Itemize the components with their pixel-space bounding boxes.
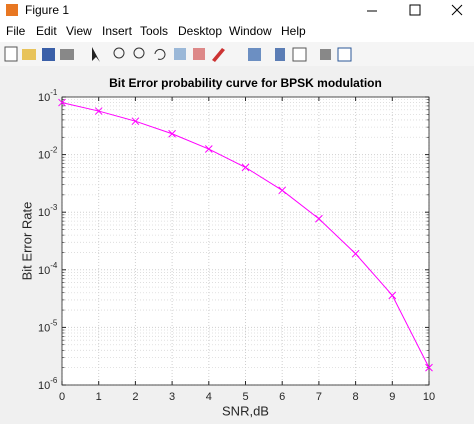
y-tick-base: 10 <box>38 265 50 277</box>
brush-icon[interactable] <box>212 48 225 62</box>
x-axis-label: SNR,dB <box>222 403 269 418</box>
x-tick-label: 10 <box>423 391 435 403</box>
pan-icon[interactable] <box>154 48 166 60</box>
x-tick-label: 8 <box>353 391 359 403</box>
menu-item[interactable]: Window <box>229 24 272 38</box>
plot: 0 1 2 3 4 5 6 7 8 9 1010-610-510-410-310-210-1Bit … <box>19 76 435 418</box>
menu-item[interactable]: View <box>66 24 92 38</box>
link-icon[interactable] <box>248 48 261 61</box>
x-tick-label: 5 <box>242 391 248 403</box>
maximize-button[interactable] <box>409 4 421 16</box>
y-tick-exponent: -3 <box>50 203 58 212</box>
data-point <box>94 107 103 115</box>
y-tick-label: 10-2 <box>38 146 58 162</box>
chart-title: Bit Error probability curve for BPSK mod… <box>109 76 382 90</box>
x-tick-label: 9 <box>389 391 395 403</box>
x-tick-label: 6 <box>279 391 285 403</box>
x-tick-label: 1 <box>96 391 102 403</box>
data-point <box>58 98 66 107</box>
legend-icon[interactable] <box>292 47 307 62</box>
new-icon[interactable] <box>4 46 18 62</box>
menu-item[interactable]: Insert <box>102 24 133 38</box>
y-tick-label: 10-4 <box>38 261 58 277</box>
y-tick-base: 10 <box>38 92 50 104</box>
x-tick-label: 2 <box>132 391 138 403</box>
menu-bar <box>0 21 474 42</box>
toolbar <box>0 42 474 66</box>
axes-box <box>61 96 430 386</box>
datacursor-icon[interactable] <box>193 48 205 60</box>
data-point <box>315 214 323 223</box>
data-point <box>241 163 250 172</box>
y-tick-base: 10 <box>38 150 50 162</box>
pointer-icon[interactable] <box>92 47 100 62</box>
y-tick-base: 10 <box>38 380 50 392</box>
show-tools-icon[interactable] <box>337 47 352 62</box>
y-axis-label: Bit Error Rate <box>19 202 34 281</box>
y-tick-exponent: -4 <box>50 261 58 270</box>
data-point <box>425 363 433 372</box>
menu-item[interactable]: Desktop <box>178 24 222 38</box>
data-point <box>204 145 213 153</box>
menu-item[interactable]: Tools <box>140 24 168 38</box>
y-tick-exponent: -2 <box>50 146 58 155</box>
y-tick-base: 10 <box>38 322 50 334</box>
close-button[interactable] <box>451 4 463 16</box>
x-tick-label: 7 <box>316 391 322 403</box>
y-tick-label: 10-5 <box>38 319 58 335</box>
y-tick-label: 10-3 <box>38 203 58 219</box>
app-icon <box>6 4 18 16</box>
y-tick-base: 10 <box>38 207 50 219</box>
open-icon[interactable] <box>22 49 36 60</box>
toolbar-icons <box>4 46 352 62</box>
data-point <box>388 291 397 300</box>
data-point <box>351 249 360 258</box>
window-title: Figure 1 <box>25 3 69 17</box>
menu-item[interactable]: File <box>6 24 26 38</box>
hide-tools-icon[interactable] <box>320 49 331 60</box>
y-tick-label: 10-6 <box>38 376 58 392</box>
save-icon[interactable] <box>42 48 55 61</box>
y-tick-exponent: -6 <box>50 376 58 385</box>
data-point <box>278 186 287 195</box>
print-icon[interactable] <box>60 49 74 60</box>
y-tick-exponent: -1 <box>50 88 58 97</box>
y-tick-exponent: -5 <box>50 319 58 328</box>
data-point <box>131 117 140 126</box>
menu-item[interactable]: Edit <box>36 24 57 38</box>
title-bar <box>0 0 474 21</box>
zoom-in-icon[interactable] <box>113 47 125 59</box>
x-tick-label: 4 <box>206 391 212 403</box>
menu: File Edit View Insert Tools Desktop Window Help <box>6 24 306 38</box>
colorbar-icon[interactable] <box>275 48 285 61</box>
data-point <box>168 129 176 138</box>
x-tick-label: 0 <box>59 391 65 403</box>
rotate-icon[interactable] <box>174 48 186 60</box>
menu-item[interactable]: Help <box>281 24 306 38</box>
x-tick-label: 3 <box>169 391 175 403</box>
y-tick-label: 10-1 <box>38 88 58 104</box>
zoom-out-icon[interactable] <box>133 47 145 59</box>
